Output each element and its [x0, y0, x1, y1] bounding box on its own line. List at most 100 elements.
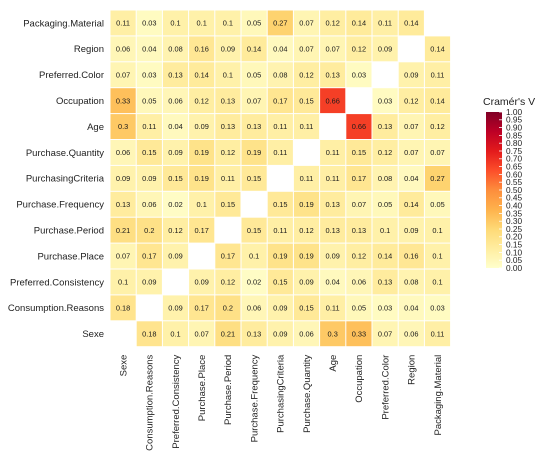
cell-value-label: 0.11	[116, 19, 130, 28]
cell-value-label: 0.03	[378, 96, 392, 105]
heatmap-cell	[346, 217, 372, 243]
cell-value-label: 0.11	[273, 122, 287, 131]
heatmap-cell	[110, 10, 136, 36]
cell-value-label: 0.05	[430, 200, 444, 209]
cell-value-label: 0.13	[352, 226, 366, 235]
cell-value-label: 0.3	[118, 122, 128, 131]
heatmap-cell	[346, 36, 372, 62]
cell-value-label: 0.07	[195, 329, 209, 338]
heatmap-cell	[215, 114, 241, 139]
heatmap-cell	[136, 321, 162, 347]
cell-value-label: 0.09	[404, 226, 418, 235]
cell-value-label: 0.06	[352, 278, 366, 287]
legend-tick-label: 0.85	[506, 130, 523, 140]
legend-tick-label: 0.05	[506, 255, 523, 265]
heatmap-cell	[110, 217, 136, 243]
heatmap-cell	[372, 114, 398, 139]
cell-value-label: 0.15	[299, 303, 313, 312]
legend-colorbar	[486, 112, 502, 268]
heatmap-cell	[110, 269, 136, 295]
cell-value-label: 0.12	[195, 96, 209, 105]
cell-value-label: 0.06	[299, 329, 313, 338]
heatmap-cell	[267, 191, 293, 217]
cell-value-label: 0.1	[223, 70, 233, 79]
cell-value-label: 0.07	[326, 44, 340, 53]
cell-value-label: 0.09	[273, 329, 287, 338]
heatmap-cell	[136, 114, 162, 139]
heatmap-cell	[372, 10, 398, 36]
legend-tick-label: 0.60	[506, 169, 523, 179]
heatmap-cell	[136, 62, 162, 88]
cell-value-label: 0.11	[142, 122, 156, 131]
heatmap-cell	[372, 36, 398, 62]
cell-value-label: 0.19	[195, 174, 209, 183]
cell-value-label: 0.15	[247, 174, 261, 183]
cell-value-label: 0.1	[170, 19, 180, 28]
row-label: Consumption.Reasons	[8, 303, 104, 314]
cell-value-label: 0.66	[326, 96, 340, 105]
heatmap-cell	[346, 114, 372, 139]
heatmap-cell	[424, 165, 451, 191]
heatmap-cell	[424, 321, 451, 347]
legend-tick-label: 0.65	[506, 162, 523, 172]
heatmap-cell	[398, 217, 424, 243]
row-label: Age	[87, 122, 104, 133]
heatmap-cell	[110, 191, 136, 217]
cell-value-label: 0.12	[221, 278, 235, 287]
heatmap-cell	[241, 165, 267, 191]
heatmap-cell	[189, 36, 215, 62]
column-label: Consumption.Reasons	[145, 354, 156, 450]
column-label: Purchase.Period	[223, 355, 234, 425]
cell-value-label: 0.12	[221, 148, 235, 157]
heatmap-cell	[398, 10, 424, 36]
heatmap-cell	[346, 140, 372, 165]
cell-value-label: 0.05	[247, 70, 261, 79]
row-label: PurchasingCriteria	[26, 174, 105, 185]
heatmap-cell	[346, 62, 372, 88]
heatmap-cell	[241, 114, 267, 139]
cell-value-label: 0.13	[326, 200, 340, 209]
heatmap-cell	[162, 295, 189, 321]
cell-value-label: 0.04	[404, 174, 418, 183]
heatmap-cell	[215, 88, 241, 114]
cell-value-label: 0.11	[431, 329, 445, 338]
cell-value-label: 0.11	[326, 174, 340, 183]
heatmap-cell	[293, 165, 320, 191]
column-label: Purchase.Frequency	[249, 354, 260, 442]
heatmap-cell	[320, 88, 346, 114]
cell-value-label: 0.07	[352, 200, 366, 209]
cell-value-label: 0.11	[273, 148, 287, 157]
cell-value-label: 0.13	[221, 122, 235, 131]
cell-value-label: 0.27	[430, 174, 444, 183]
cell-value-label: 0.06	[168, 96, 182, 105]
cell-value-label: 0.07	[404, 122, 418, 131]
heatmap-cell	[346, 321, 372, 347]
legend-tick-label: 0.10	[506, 247, 523, 257]
heatmap-cell	[372, 88, 398, 114]
cell-value-label: 0.08	[168, 44, 182, 53]
heatmap-cells	[110, 10, 451, 347]
heatmap-cell	[320, 36, 346, 62]
cell-value-label: 0.17	[195, 226, 209, 235]
heatmap-cell	[162, 243, 189, 269]
cell-value-label: 0.13	[378, 278, 392, 287]
heatmap-cell	[241, 36, 267, 62]
cell-value-label: 0.14	[430, 44, 444, 53]
legend-tick-label: 0.45	[506, 193, 523, 203]
cell-value-label: 0.06	[247, 303, 261, 312]
cell-value-label: 0.07	[299, 44, 313, 53]
cell-value-label: 0.08	[378, 174, 392, 183]
legend-ticks: 0.000.050.100.150.200.250.300.350.400.45…	[499, 107, 523, 273]
heatmap-cell	[398, 295, 424, 321]
cell-value-label: 0.13	[247, 122, 261, 131]
cell-value-label: 0.1	[170, 329, 180, 338]
cell-value-label: 0.09	[299, 278, 313, 287]
column-labels: Sexe Consumption.Reasons Preferred.Consist…	[118, 354, 443, 451]
legend-tick-label: 0.20	[506, 232, 523, 242]
row-label: Purchase.Frequency	[16, 200, 104, 211]
heatmap-cell	[267, 62, 293, 88]
column-label: PurchasingCriteria	[276, 354, 287, 433]
heatmap-cell	[267, 321, 293, 347]
heatmap-cell	[424, 114, 451, 139]
